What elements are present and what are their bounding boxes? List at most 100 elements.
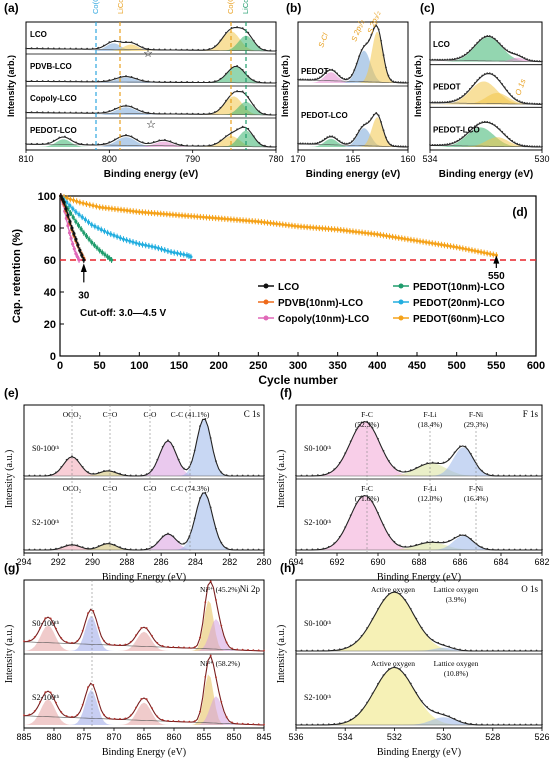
data-point: [341, 76, 343, 79]
data-point: [172, 445, 175, 448]
x-tick-label: 686: [452, 557, 467, 567]
fit-component: [24, 493, 264, 550]
data-point: [311, 78, 314, 81]
series-point: [207, 216, 212, 220]
data-point: [113, 39, 116, 42]
series-point: [74, 210, 78, 214]
data-point: [451, 142, 454, 144]
data-point: [541, 723, 543, 726]
data-point: [158, 112, 161, 115]
sample-label: S0-100ᵗʰ: [304, 619, 332, 628]
fit-component: [26, 139, 276, 147]
series-point: [70, 226, 74, 230]
series-point: [256, 220, 260, 224]
data-point: [125, 75, 127, 77]
data-point: [409, 545, 412, 548]
data-point: [236, 474, 239, 477]
peak-label: F-Ni: [469, 484, 483, 493]
data-point: [533, 145, 536, 148]
series-point: [403, 237, 407, 241]
data-point: [398, 592, 401, 595]
series-point: [137, 242, 141, 246]
data-point: [225, 72, 227, 75]
data-point: [415, 543, 418, 546]
data-point: [103, 713, 105, 716]
data-point: [327, 649, 330, 652]
data-point: [180, 48, 183, 51]
data-point: [231, 474, 233, 477]
envelope-line: [24, 492, 264, 551]
data-point: [152, 141, 155, 143]
series-point: [241, 218, 245, 222]
data-point: [483, 120, 486, 123]
data-point: [219, 106, 222, 109]
series-point: [83, 218, 87, 222]
series-point: [94, 204, 98, 208]
series-point: [311, 226, 315, 230]
series-point: [112, 233, 116, 237]
data-point: [60, 466, 63, 468]
data-point: [65, 544, 68, 547]
fit-component: [430, 57, 542, 62]
data-point: [140, 474, 143, 477]
legend-label: LCO: [278, 282, 299, 293]
data-point: [36, 80, 39, 82]
data-point: [41, 47, 44, 50]
data-point: [466, 90, 469, 93]
data-point: [402, 81, 405, 84]
data-point: [488, 121, 491, 124]
data-point: [215, 527, 217, 530]
data-point: [86, 143, 89, 146]
data-point: [531, 102, 533, 105]
data-point: [541, 548, 543, 551]
series-point: [113, 207, 117, 211]
data-point: [523, 144, 526, 147]
data-point: [366, 420, 368, 423]
y-tick-label: 40: [44, 287, 56, 299]
data-point: [161, 535, 164, 538]
data-point: [103, 542, 105, 545]
data-point: [124, 643, 127, 646]
data-point: [175, 142, 177, 145]
data-point: [75, 111, 77, 114]
fit-component: [24, 600, 264, 651]
data-point: [518, 143, 521, 146]
data-point: [468, 129, 471, 132]
data-point: [322, 547, 325, 550]
data-point: [491, 36, 494, 38]
x-tick-label: 780: [268, 154, 283, 164]
series-point: [351, 229, 355, 234]
data-point: [470, 722, 472, 725]
data-point: [167, 719, 169, 722]
data-point: [491, 548, 494, 551]
data-point: [380, 39, 383, 42]
data-point: [204, 675, 207, 678]
data-point: [367, 120, 370, 123]
data-point: [442, 713, 445, 716]
x-tick-label: 530: [436, 732, 451, 742]
data-point: [71, 641, 73, 644]
series-point: [195, 215, 199, 219]
data-point: [263, 649, 265, 652]
data-point: [269, 113, 272, 116]
series-point: [98, 205, 102, 209]
data-point: [65, 641, 68, 643]
data-point: [475, 649, 478, 652]
data-point: [311, 142, 314, 145]
data-point: [69, 80, 72, 83]
fit-component: [26, 31, 276, 51]
arrow-label: 30: [78, 290, 90, 301]
legend-label: PDVB(10nm)-LCO: [278, 298, 363, 309]
data-point: [252, 548, 255, 551]
data-point: [145, 473, 148, 476]
series-point: [163, 248, 167, 252]
data-point: [370, 34, 373, 36]
data-point: [536, 102, 538, 105]
data-point: [219, 39, 222, 42]
panel-d-retention-chart: 0 50 100 150 200 250 300 350 400 450 500 550 600 0 20 4…: [11, 191, 545, 387]
series-point: [183, 214, 187, 218]
data-point: [388, 668, 390, 670]
series-point: [72, 247, 76, 251]
